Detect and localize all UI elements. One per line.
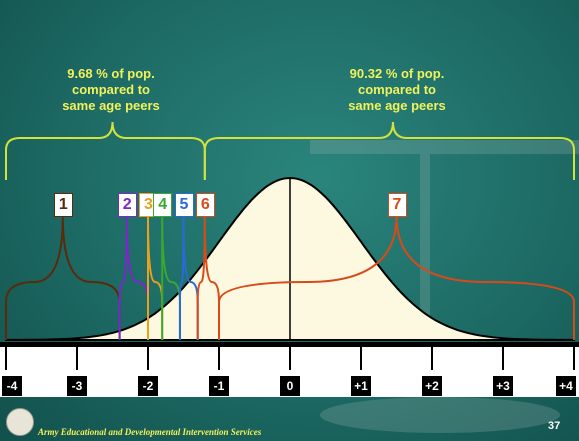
tick-label: +2: [422, 376, 442, 396]
marker-1-brace: [5, 215, 121, 340]
tick-label: -3: [67, 376, 87, 396]
tick-label: -2: [138, 376, 158, 396]
left-percentage-label: 9.68 % of pop. compared to same age peer…: [11, 66, 211, 114]
marker-6-box: 6: [195, 193, 215, 217]
tick-label: +1: [351, 376, 371, 396]
marker-5-box: 5: [174, 193, 194, 217]
footer-organization: Army Educational and Developmental Inter…: [38, 427, 262, 437]
left-percent-text: 9.68 % of pop.: [67, 66, 155, 81]
page-number: 37: [548, 420, 561, 432]
right-bracket: [203, 121, 575, 180]
organization-logo: [6, 408, 34, 436]
right-peers-text: same age peers: [348, 98, 446, 113]
left-peers-text: same age peers: [62, 98, 160, 113]
axis-line: [0, 342, 579, 347]
tick-label: -4: [2, 376, 22, 396]
marker-2-box: 2: [117, 193, 137, 217]
left-bracket: [5, 121, 206, 180]
marker-4-box: 4: [153, 193, 173, 217]
right-compared-text: compared to: [357, 82, 436, 97]
tick-label: +3: [493, 376, 513, 396]
marker-1-box: 1: [53, 193, 73, 217]
left-compared-text: compared to: [71, 82, 150, 97]
tick-label: +4: [556, 376, 576, 396]
marker-7-box: 7: [387, 193, 407, 217]
right-percentage-label: 90.32 % of pop. compared to same age pee…: [297, 66, 497, 114]
right-percent-text: 90.32 % of pop.: [349, 66, 445, 81]
tick-label: 0: [280, 376, 300, 396]
tick-label: -1: [209, 376, 229, 396]
